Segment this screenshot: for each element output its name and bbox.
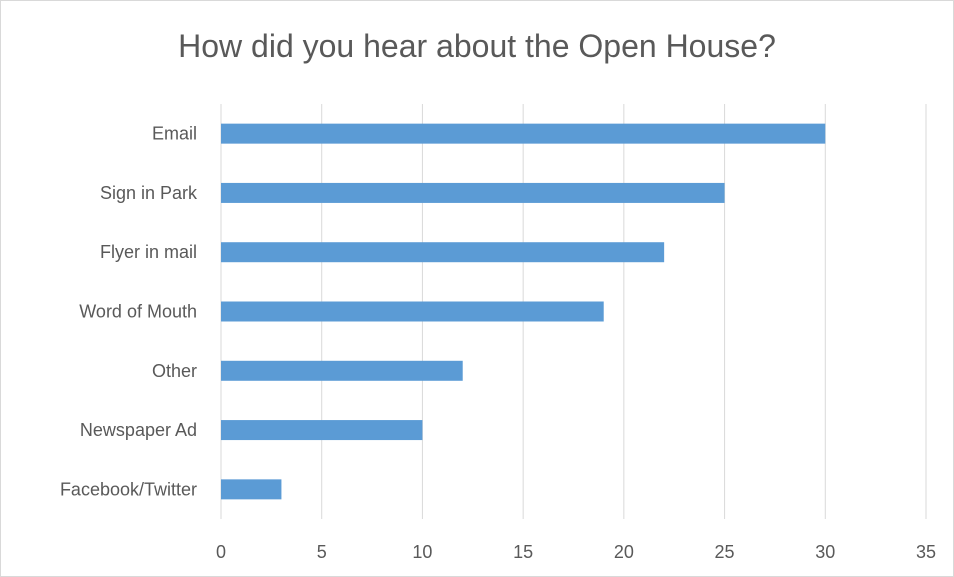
category-labels: Email Sign in Park Flyer in mail Word of Mo… <box>60 124 198 500</box>
bar-email <box>221 123 826 144</box>
bar-other <box>221 360 463 381</box>
x-tick-label: 15 <box>513 542 533 562</box>
category-label: Newspaper Ad <box>80 420 197 440</box>
bar-newspaper-ad <box>221 420 423 441</box>
x-tick-label: 25 <box>715 542 735 562</box>
x-tick-label: 30 <box>815 542 835 562</box>
x-tick-label: 0 <box>216 542 226 562</box>
category-label: Word of Mouth <box>79 302 197 322</box>
bars <box>221 123 826 500</box>
category-label: Sign in Park <box>100 183 198 203</box>
x-tick-label: 5 <box>317 542 327 562</box>
x-tick-label: 35 <box>916 542 936 562</box>
chart-title: How did you hear about the Open House? <box>178 28 776 64</box>
category-label: Flyer in mail <box>100 242 197 262</box>
category-label: Facebook/Twitter <box>60 479 197 499</box>
bar-sign-in-park <box>221 182 725 203</box>
category-label: Other <box>152 361 197 381</box>
x-tick-label: 10 <box>412 542 432 562</box>
category-label: Email <box>152 124 197 144</box>
x-tick-labels: 0 5 10 15 20 25 30 35 <box>216 542 936 562</box>
bar-facebook-twitter <box>221 479 282 500</box>
x-tick-label: 20 <box>614 542 634 562</box>
bar-flyer-in-mail <box>221 242 665 263</box>
bar-word-of-mouth <box>221 301 604 322</box>
